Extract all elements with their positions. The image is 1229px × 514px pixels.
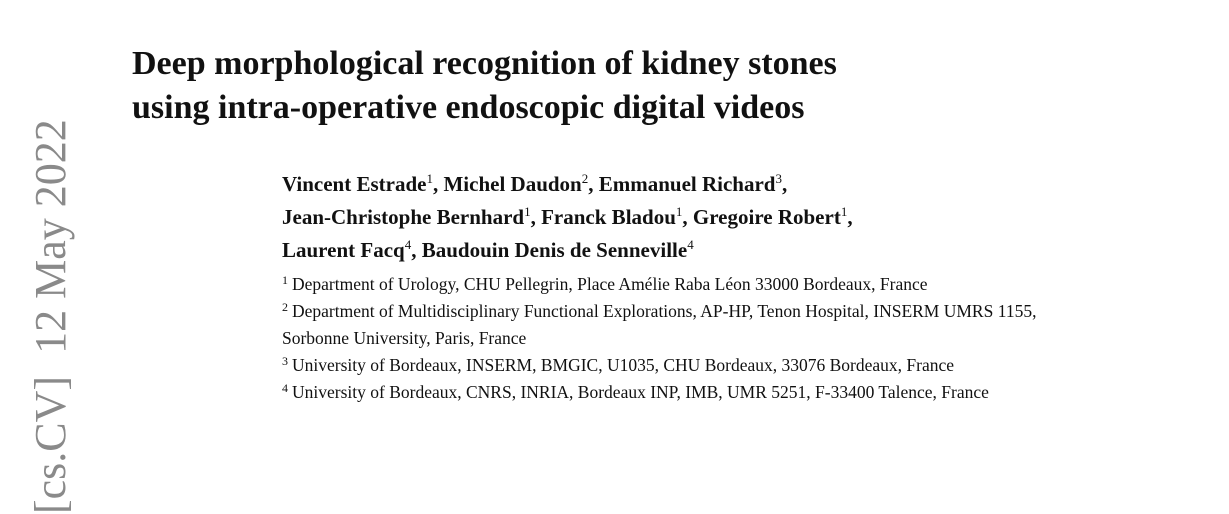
- affiliation-text: University of Bordeaux, CNRS, INRIA, Bor…: [292, 382, 989, 402]
- paper-title: Deep morphological recognition of kidney…: [132, 42, 837, 130]
- author-list: Vincent Estrade1, Michel Daudon2, Emmanu…: [282, 168, 853, 267]
- page: [cs.CV] 12 May 2022 Deep morphological r…: [26, 42, 1062, 514]
- author-separator: ,: [588, 172, 594, 196]
- affiliation-text: Department of Urology, CHU Pellegrin, Pl…: [292, 274, 928, 294]
- author-line: Laurent Facq4, Baudouin Denis de Sennevi…: [282, 234, 853, 267]
- affiliation-mark: 2: [282, 300, 288, 314]
- author-name: Baudouin Denis de Senneville: [421, 238, 688, 262]
- affiliation: 2 Department of Multidisciplinary Functio…: [282, 298, 1062, 352]
- title-line: using intra-operative endoscopic digital…: [132, 89, 805, 126]
- author-line: Vincent Estrade1, Michel Daudon2, Emmanu…: [282, 168, 853, 201]
- author-line: Jean-Christophe Bernhard1, Franck Bladou…: [282, 201, 853, 234]
- affiliation: 3 University of Bordeaux, INSERM, BMGIC, …: [282, 352, 1062, 379]
- title-line: Deep morphological recognition of kidney…: [132, 45, 837, 82]
- author-affiliation-mark: 4: [687, 237, 694, 252]
- author-separator: ,: [682, 205, 688, 229]
- arxiv-stamp: [cs.CV] 12 May 2022: [26, 119, 75, 514]
- author-affiliation-mark: 1: [426, 171, 433, 186]
- affiliation-mark: 4: [282, 381, 288, 395]
- author-name: Vincent Estrade: [282, 172, 427, 196]
- affiliation-text: University of Bordeaux, INSERM, BMGIC, U…: [292, 355, 955, 375]
- author-separator: ,: [782, 172, 788, 196]
- affiliation: 4 University of Bordeaux, CNRS, INRIA, Bo…: [282, 379, 1062, 406]
- author-name: Gregoire Robert: [692, 205, 841, 229]
- affiliation-list: 1 Department of Urology, CHU Pellegrin, P…: [282, 271, 1062, 406]
- author-separator: ,: [530, 205, 536, 229]
- author-affiliation-mark: 4: [404, 237, 412, 252]
- affiliation-mark: 3: [282, 354, 288, 368]
- affiliation-mark: 1: [282, 273, 288, 287]
- author-name: Jean-Christophe Bernhard: [282, 205, 525, 229]
- author-name: Laurent Facq: [282, 238, 405, 262]
- author-separator: ,: [411, 238, 417, 262]
- affiliation: 1 Department of Urology, CHU Pellegrin, P…: [282, 271, 1062, 298]
- author-affiliation-mark: 3: [775, 171, 783, 186]
- author-separator: ,: [432, 172, 439, 196]
- affiliation-text: Department of Multidisciplinary Function…: [282, 301, 1037, 348]
- author-affiliation-mark: 1: [675, 204, 683, 219]
- author-affiliation-mark: 1: [840, 204, 848, 219]
- author-name: Emmanuel Richard: [598, 172, 776, 196]
- author-affiliation-mark: 1: [524, 204, 531, 219]
- author-name: Franck Bladou: [541, 205, 676, 229]
- author-separator: ,: [847, 205, 853, 229]
- author-affiliation-mark: 2: [581, 171, 589, 186]
- author-name: Michel Daudon: [443, 172, 582, 196]
